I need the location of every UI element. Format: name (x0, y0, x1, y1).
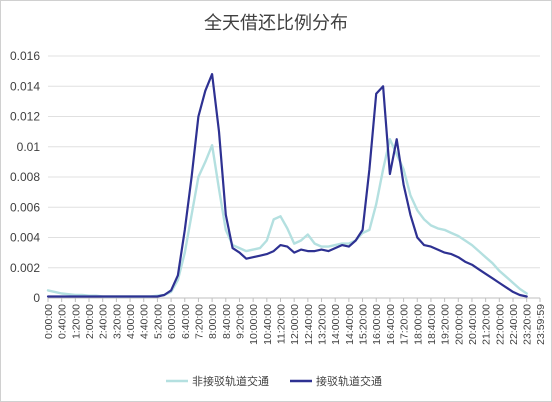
y-tick-label: 0.008 (10, 170, 40, 184)
series-line-non-connected (46, 137, 528, 298)
x-tick-label: 8:00:00 (207, 304, 219, 339)
x-tick-label: 1:20:00 (70, 304, 82, 339)
x-tick-label: 2:40:00 (98, 304, 110, 339)
x-tick-label: 4:40:00 (139, 304, 151, 339)
x-tick-label: 0:00:00 (43, 304, 55, 339)
y-tick-label: 0.006 (10, 200, 40, 214)
x-tick-label: 16:00:00 (371, 304, 383, 345)
x-tick-label: 7:20:00 (193, 304, 205, 339)
x-tick-label: 19:20:00 (440, 304, 452, 345)
series-line-connected (46, 72, 528, 298)
x-tick-label: 0:40:00 (57, 304, 69, 339)
y-tick-label: 0.01 (17, 140, 41, 154)
y-tick-label: 0.002 (10, 261, 40, 275)
x-tick-label: 12:40:00 (303, 304, 315, 345)
x-tick-label: 14:40:00 (344, 304, 356, 345)
x-tick-label: 5:20:00 (152, 304, 164, 339)
x-tick-label: 3:20:00 (111, 304, 123, 339)
x-tick-label: 10:40:00 (262, 304, 274, 345)
chart-title: 全天借还比例分布 (204, 13, 348, 34)
x-tick-label: 2:00:00 (84, 304, 96, 339)
x-tick-label: 17:20:00 (399, 304, 411, 345)
y-tick-label: 0 (33, 291, 40, 305)
x-tick-label: 9:20:00 (234, 304, 246, 339)
x-tick-label: 22:00:00 (494, 304, 506, 345)
x-tick-label: 18:00:00 (412, 304, 424, 345)
x-tick-label: 23:20:00 (522, 304, 534, 345)
x-tick-label: 15:20:00 (358, 304, 370, 345)
x-tick-label: 6:00:00 (166, 304, 178, 339)
legend: 非接驳轨道交通 接驳轨道交通 (166, 374, 382, 388)
x-tick-label: 11:20:00 (275, 304, 287, 344)
y-tick-label: 0.004 (10, 231, 40, 245)
legend-label: 接驳轨道交通 (316, 374, 382, 388)
x-tick-label: 6:40:00 (180, 304, 192, 339)
x-tick-label: 22:40:00 (508, 304, 520, 345)
x-tick-label: 13:20:00 (317, 304, 329, 345)
x-tick-label: 20:00:00 (453, 304, 465, 345)
legend-label: 非接驳轨道交通 (192, 374, 269, 388)
gridlines (48, 55, 540, 299)
x-tick-label: 16:40:00 (385, 304, 397, 345)
y-tick-label: 0.014 (10, 79, 40, 93)
x-axis-ticks: 0:00:00 0:40:00 1:20:00 2:00:00 2:40:00 3:20:… (43, 298, 547, 345)
x-tick-label: 4:00:00 (125, 304, 137, 339)
x-tick-label: 10:00:00 (248, 304, 260, 345)
y-axis-ticks: 0 0.002 0.004 0.006 0.008 0.01 0.012 0.014 0.016 (10, 49, 40, 305)
series-lines (46, 72, 528, 298)
x-tick-label: 21:20:00 (481, 304, 493, 345)
y-tick-label: 0.016 (10, 49, 40, 63)
x-tick-label: 20:40:00 (467, 304, 479, 345)
x-tick-label: 8:40:00 (221, 304, 233, 339)
x-tick-label: 12:00:00 (289, 304, 301, 345)
x-tick-label: 18:40:00 (426, 304, 438, 345)
x-tick-label: 23:59:59 (535, 304, 547, 345)
y-tick-label: 0.012 (10, 110, 40, 124)
x-tick-label: 14:00:00 (330, 304, 342, 345)
